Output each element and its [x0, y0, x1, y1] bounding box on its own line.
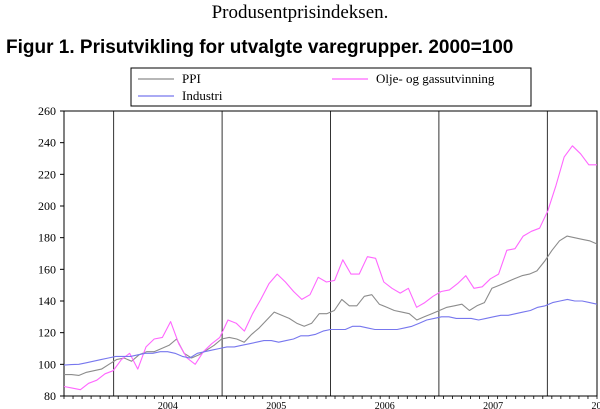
x-axis: 2004 2005 2006 2007 2008	[63, 396, 600, 409]
y-tick-label: 160	[38, 262, 56, 276]
y-axis: 80 100 120 140 160 180 200 220 240 260	[38, 104, 64, 403]
x-tick-label: 2008	[592, 401, 600, 409]
y-tick-label: 240	[38, 136, 56, 150]
x-tick-label: 2004	[158, 401, 178, 409]
series-line-industri	[63, 298, 598, 366]
x-tick-label: 2005	[266, 401, 286, 409]
y-tick-label: 140	[38, 294, 56, 308]
y-tick-label: 260	[38, 104, 56, 118]
y-tick-label: 80	[44, 389, 56, 403]
series-line-ppi	[64, 235, 598, 376]
legend-entry: Industri	[182, 88, 223, 103]
y-tick-label: 120	[38, 326, 56, 340]
legend-entry: Olje- og gassutvinning	[376, 71, 495, 86]
y-tick-label: 200	[38, 199, 56, 213]
series-line-olje-og-gassutvinning	[63, 145, 597, 391]
x-tick-label: 2006	[375, 401, 395, 409]
running-header: Produsentprisindeksen.	[211, 2, 389, 23]
x-tick-label: 2007	[483, 401, 503, 409]
y-tick-label: 100	[38, 357, 56, 371]
figure-title: Figur 1. Prisutvikling for utvalgte vare…	[6, 37, 514, 58]
plot-area	[63, 110, 598, 397]
legend: PPI Olje- og gassutvinning Industri	[130, 67, 532, 107]
legend-box	[130, 67, 532, 107]
y-tick-label: 220	[38, 167, 56, 181]
y-tick-label: 180	[38, 231, 56, 245]
legend-entry: PPI	[182, 71, 201, 86]
